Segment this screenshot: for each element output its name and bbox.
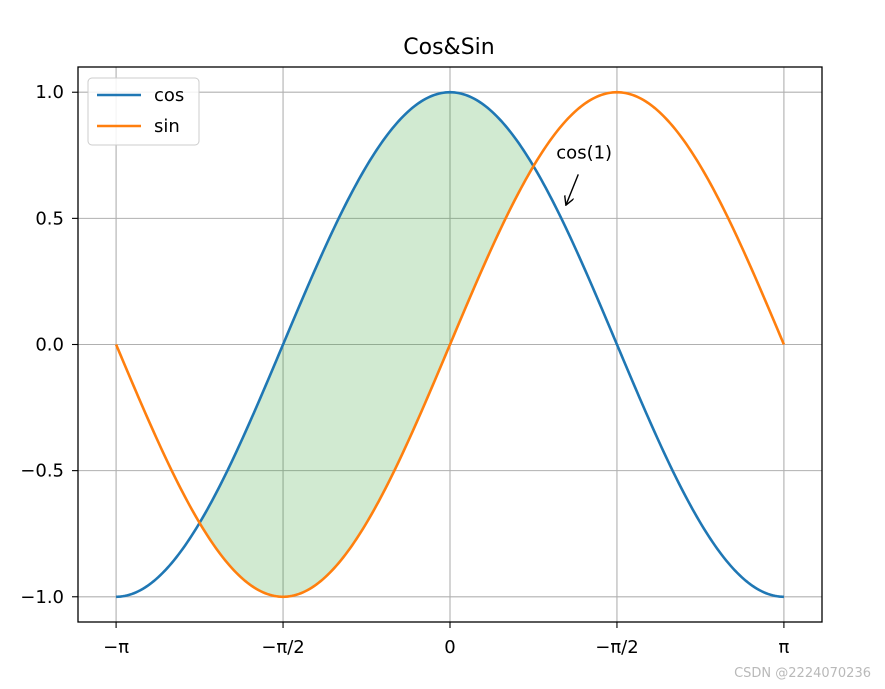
series-line-sin bbox=[114, 90, 786, 599]
y-tick-label: 1.0 bbox=[35, 82, 64, 103]
series-line-cos bbox=[116, 90, 784, 599]
annotation: cos(1) bbox=[556, 142, 612, 204]
y-tick-label: −0.5 bbox=[20, 461, 64, 482]
legend: cos sin bbox=[87, 77, 200, 146]
x-tick-label: −π/2 bbox=[261, 637, 304, 658]
fill-between-area bbox=[199, 92, 534, 597]
x-tick-label: −π bbox=[103, 637, 129, 658]
fill-region bbox=[199, 92, 534, 597]
watermark: CSDN @2224070236 bbox=[734, 666, 871, 681]
x-tick-label: 0 bbox=[444, 637, 455, 658]
annotation-label: cos(1) bbox=[556, 142, 612, 163]
chart-title: Cos&Sin bbox=[403, 35, 494, 60]
legend-label-sin: sin bbox=[154, 116, 180, 137]
annotation-arrow bbox=[566, 174, 579, 204]
x-axis-ticks: −π −π/2 0 −π/2 π bbox=[103, 622, 789, 658]
y-tick-label: 0.0 bbox=[35, 335, 64, 356]
x-tick-label: π bbox=[778, 637, 789, 658]
x-tick-label: −π/2 bbox=[595, 637, 638, 658]
y-axis-ticks: 1.0 0.5 0.0 −0.5 −1.0 bbox=[20, 82, 78, 608]
y-tick-label: −1.0 bbox=[20, 587, 64, 608]
y-tick-label: 0.5 bbox=[35, 208, 64, 229]
series-lines bbox=[114, 90, 786, 599]
legend-label-cos: cos bbox=[154, 85, 184, 106]
